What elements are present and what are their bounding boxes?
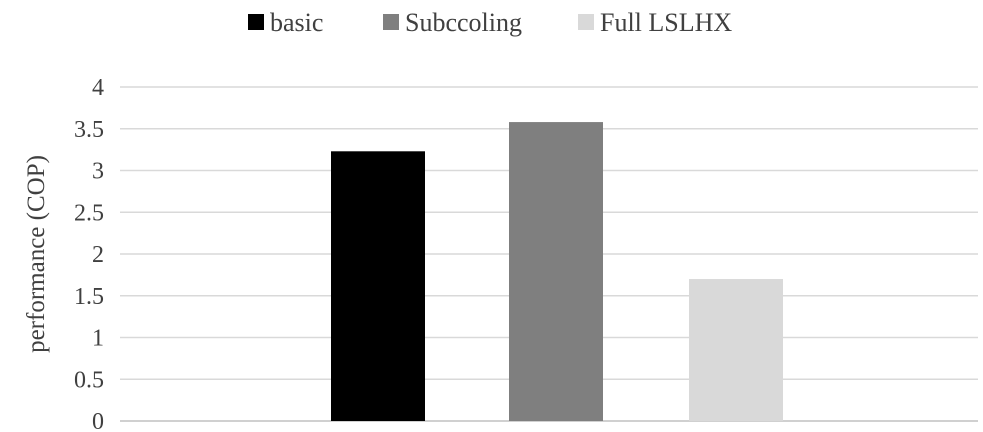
- legend-item: basic: [248, 8, 323, 37]
- legend-item: Full LSLHX: [578, 8, 732, 37]
- bar-basic: [331, 151, 425, 422]
- y-tick-label: 3: [92, 159, 104, 185]
- legend-label: basic: [270, 8, 323, 37]
- y-tick-label: 4: [92, 75, 104, 101]
- y-tick-label: 1.5: [74, 284, 104, 310]
- legend-swatch: [383, 14, 399, 30]
- bars: [331, 122, 783, 422]
- y-axis-ticks: 0 0.5 1 1.5 2 2.5 3 3.5 4: [74, 75, 104, 432]
- legend-swatch: [578, 14, 594, 30]
- y-axis-title: performance (COP): [23, 155, 50, 353]
- y-tick-label: 2: [92, 242, 104, 268]
- y-tick-label: 1: [92, 326, 104, 352]
- y-tick-label: 3.5: [74, 117, 104, 143]
- y-tick-label: 2.5: [74, 200, 104, 226]
- y-tick-label: 0: [92, 409, 104, 432]
- legend-item: Subccoling: [383, 8, 522, 37]
- legend-label: Subccoling: [405, 8, 522, 37]
- y-tick-label: 0.5: [74, 367, 104, 393]
- legend: basic Subccoling Full LSLHX: [248, 8, 732, 37]
- legend-label: Full LSLHX: [600, 8, 732, 37]
- bar-subccoling: [509, 122, 603, 421]
- bar-full-lslhx: [689, 279, 783, 421]
- legend-swatch: [248, 14, 264, 30]
